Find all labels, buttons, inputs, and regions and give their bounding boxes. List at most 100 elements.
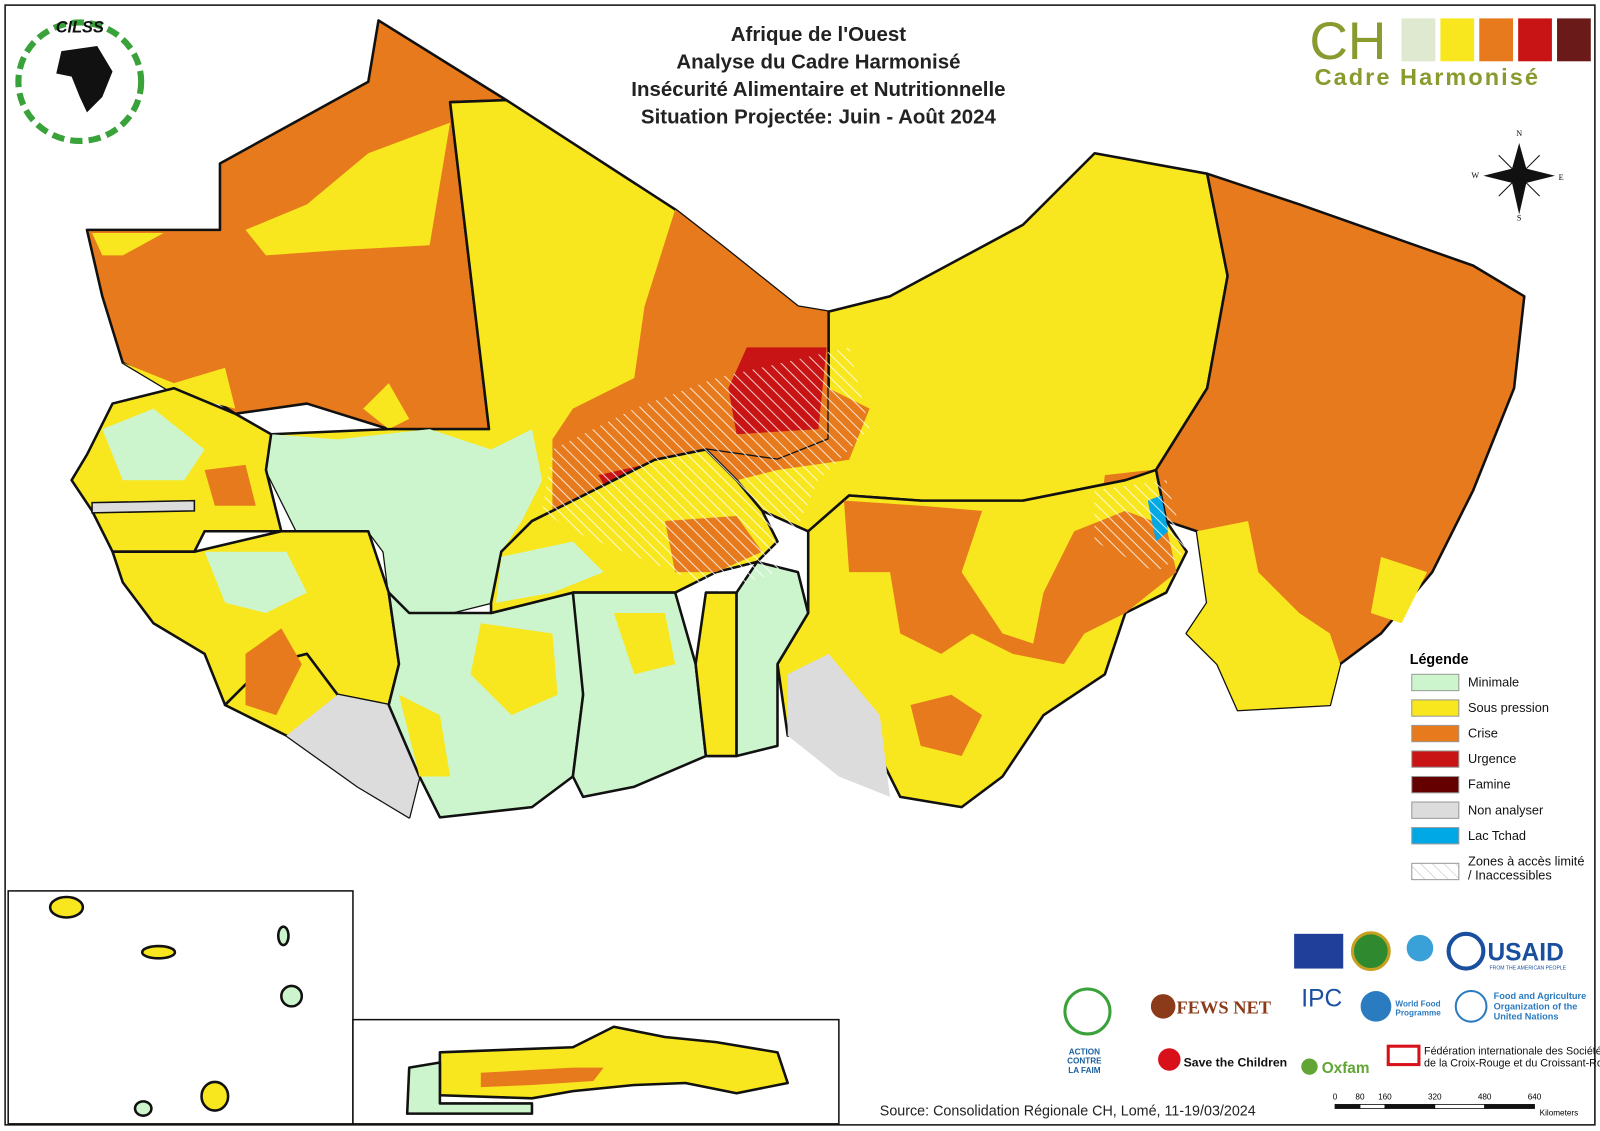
legend-title: Légende	[1410, 652, 1469, 668]
ifrc: Fédération internationale des Sociétés	[1424, 1045, 1600, 1057]
island	[280, 984, 304, 1008]
region	[245, 628, 302, 716]
legend-swatch	[1411, 775, 1460, 794]
hatched-zone	[542, 347, 870, 593]
inset-cabo-verde	[7, 890, 354, 1125]
fao-logo	[1454, 990, 1488, 1023]
ch-swatch	[1518, 18, 1552, 62]
ch-name: Cadre Harmonisé	[1315, 64, 1540, 90]
legend-swatch	[1411, 862, 1460, 881]
scale-unit: Kilometers	[1540, 1109, 1579, 1118]
legend-label: Sous pression	[1468, 700, 1549, 715]
ifrc-logo	[1386, 1044, 1421, 1067]
region	[1370, 556, 1428, 624]
island	[140, 944, 177, 960]
compass-label: E	[1559, 173, 1564, 182]
island	[200, 1080, 230, 1112]
map-regions	[70, 19, 1526, 819]
scale-tick: 80	[1355, 1092, 1365, 1101]
wfp-logo	[1360, 991, 1392, 1022]
usaid: USAID	[1487, 939, 1563, 966]
stc-logo	[1158, 1048, 1181, 1071]
region	[843, 500, 1177, 665]
region	[571, 591, 708, 799]
region	[265, 429, 543, 614]
compass-star-diag	[1498, 154, 1541, 197]
scale-segment	[1384, 1104, 1436, 1109]
region	[1186, 521, 1341, 711]
eu-flag	[1294, 933, 1344, 969]
legend-swatch	[1411, 699, 1460, 717]
compass-label: S	[1517, 214, 1522, 223]
island	[276, 925, 290, 947]
fews: FEWS NET	[1176, 998, 1271, 1018]
acf: ACTION	[1069, 1047, 1100, 1056]
ch-swatch	[1440, 18, 1475, 62]
fao: United Nations	[1494, 1012, 1559, 1022]
legend-label: Minimale	[1468, 675, 1519, 690]
region	[204, 551, 307, 614]
scale-segment	[1334, 1104, 1361, 1109]
region	[480, 1067, 604, 1088]
ecowas-logo	[1350, 931, 1391, 972]
scale-tick: 640	[1528, 1092, 1542, 1101]
title-line: Analyse du Cadre Harmonisé	[676, 50, 960, 73]
title-line: Afrique de l'Ouest	[731, 23, 907, 46]
source: Source: Consolidation Régionale CH, Lomé…	[880, 1104, 1256, 1120]
region	[204, 464, 256, 506]
ch-swatch	[1479, 18, 1514, 62]
region	[398, 694, 451, 777]
scale-segment	[1359, 1104, 1386, 1109]
acf: LA FAIM	[1068, 1066, 1101, 1075]
legend-swatch	[1411, 750, 1460, 768]
usaid-sub: FROM THE AMERICAN PEOPLE	[1490, 966, 1567, 972]
compass-label: N	[1516, 129, 1522, 138]
wfp: World Food	[1395, 999, 1440, 1008]
region	[470, 623, 558, 716]
region	[496, 541, 604, 603]
region	[92, 232, 164, 256]
region	[91, 499, 196, 514]
cilss-wreath	[15, 19, 145, 145]
region	[405, 1061, 534, 1115]
compass-label: W	[1471, 171, 1479, 180]
region	[363, 383, 410, 430]
fao: Organization of the	[1494, 1001, 1578, 1011]
legend-swatch	[1411, 801, 1460, 819]
wfp: Programme	[1395, 1009, 1441, 1018]
fao: Food and Agriculture	[1494, 991, 1587, 1001]
title-line: Insécurité Alimentaire et Nutritionnelle	[631, 78, 1005, 101]
ifrc: de la Croix-Rouge et du Croissant-Rouge	[1424, 1058, 1600, 1070]
title-line: Situation Projectée: Juin - Août 2024	[641, 106, 997, 129]
island	[133, 1100, 153, 1117]
cilss-small	[1063, 987, 1112, 1036]
usaid-seal	[1446, 931, 1486, 971]
compass-star	[1483, 143, 1555, 215]
ch-swatch	[1557, 18, 1591, 62]
cilss-name: CILSS	[56, 19, 104, 37]
inset-islands	[48, 895, 304, 1117]
legend-swatch	[1411, 724, 1460, 743]
region	[910, 694, 983, 757]
ch-swatch	[1401, 18, 1436, 62]
scale-tick: 320	[1428, 1092, 1442, 1101]
acf: CONTRE	[1067, 1057, 1102, 1066]
legend-label: Non analyser	[1468, 802, 1544, 817]
uemoa-logo	[1406, 934, 1434, 962]
scale-segment	[1434, 1104, 1486, 1109]
legend-swatch	[1411, 673, 1460, 692]
scale-tick: 0	[1333, 1092, 1338, 1101]
region	[122, 362, 236, 409]
region	[245, 122, 451, 256]
scale-segment	[1484, 1104, 1535, 1109]
legend-label: Zones à accès limité / Inaccessibles	[1468, 853, 1584, 882]
region	[613, 613, 676, 675]
scale-tick: 160	[1378, 1092, 1392, 1101]
scale-tick: 480	[1478, 1092, 1492, 1101]
fews-globe	[1150, 994, 1176, 1019]
region	[286, 694, 420, 818]
island	[48, 895, 85, 919]
legend-label: Urgence	[1468, 751, 1516, 766]
legend-label: Lac Tchad	[1468, 828, 1526, 843]
